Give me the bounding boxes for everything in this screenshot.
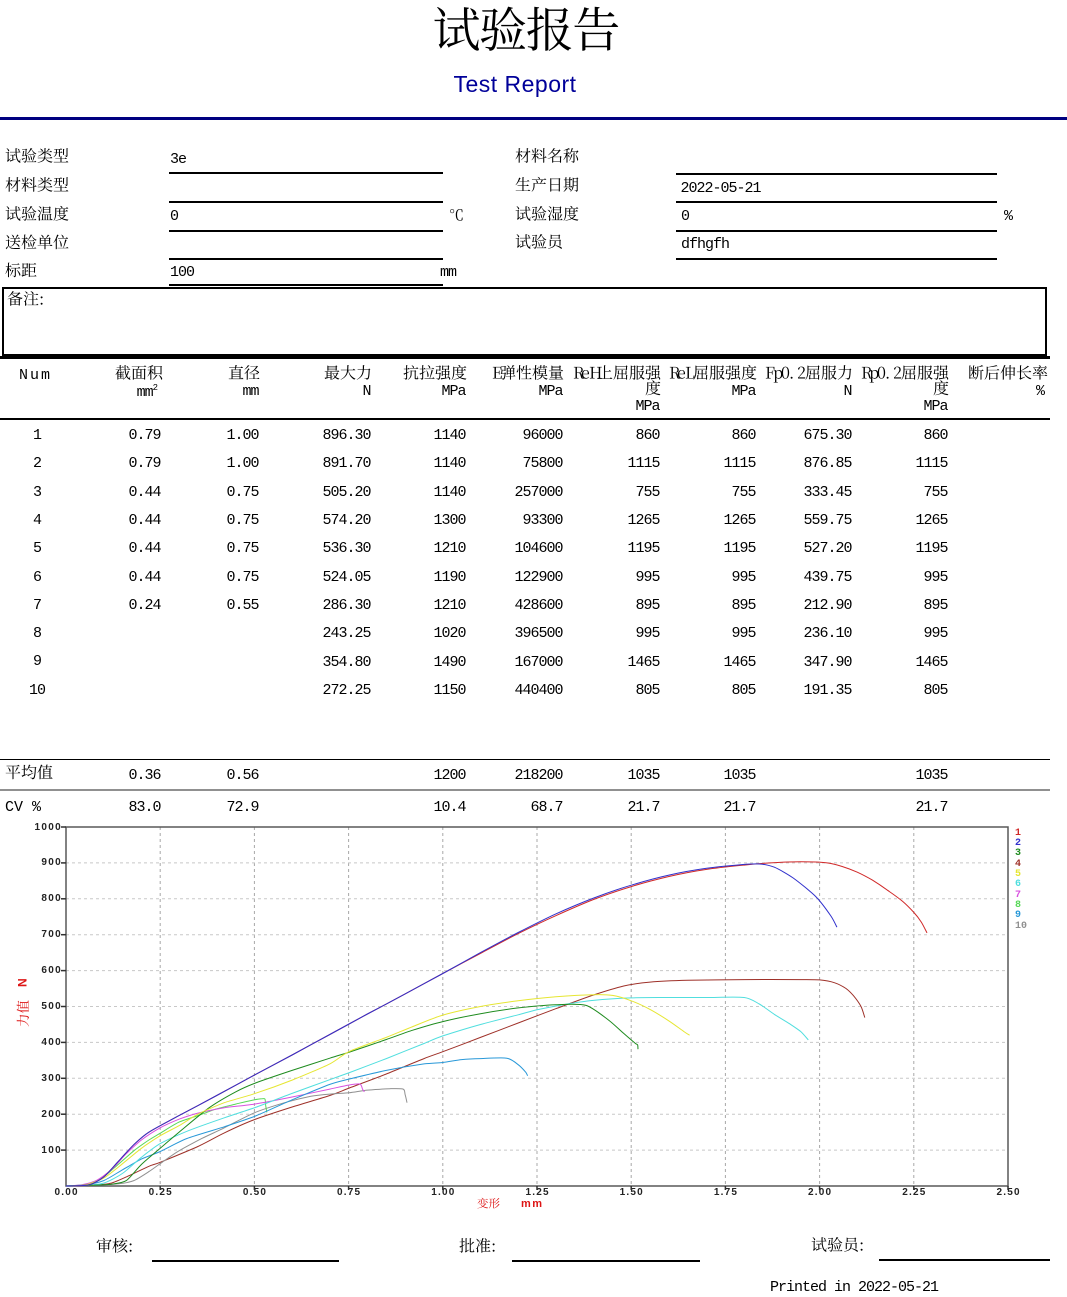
svg-text:N: N <box>16 978 30 987</box>
